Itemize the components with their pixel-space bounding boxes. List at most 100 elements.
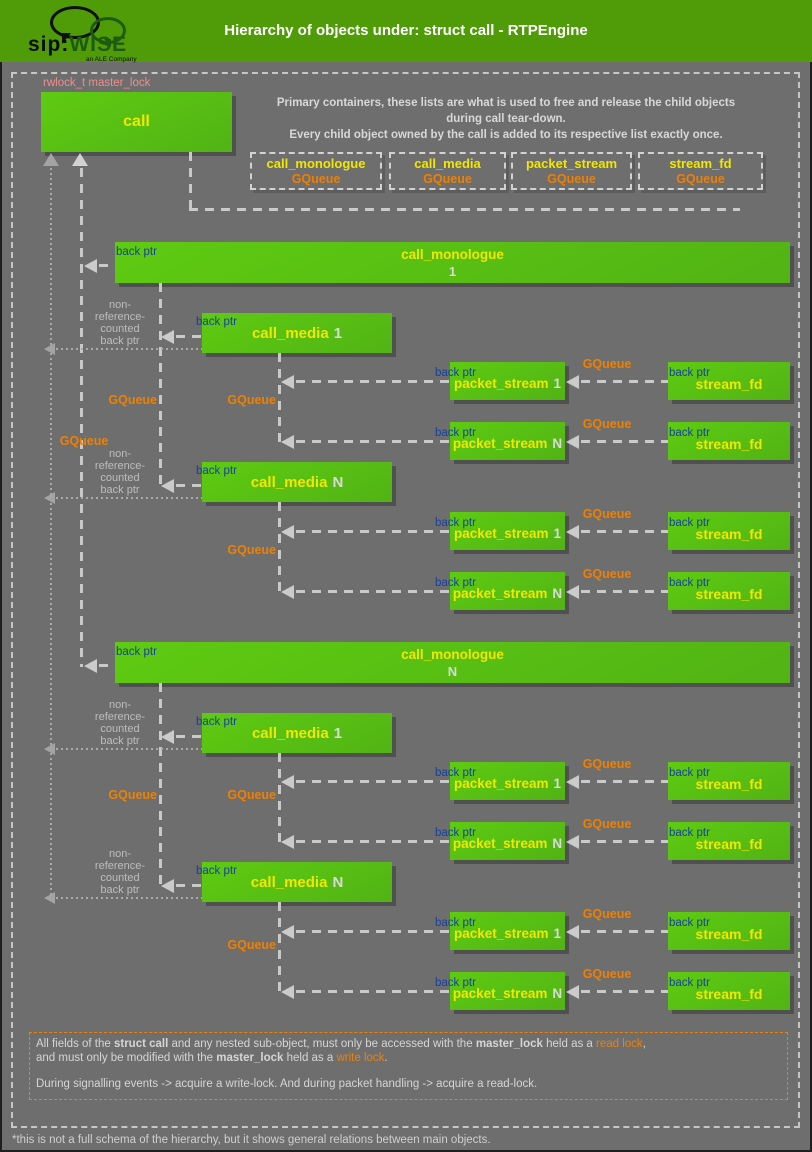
back-ptr-label: back ptr [435, 367, 476, 379]
intro-line-1: Primary containers, these lists are what… [276, 97, 736, 109]
call-monologue-1-box: call_monologue 1 [115, 242, 790, 283]
stream-fd-box: stream_fd [668, 762, 790, 800]
back-ptr-arrowhead [161, 730, 174, 744]
gqueue-label: GQueue [582, 357, 632, 371]
packet-stream-index: N [552, 435, 563, 451]
packet-stream-box: packet_stream 1 [450, 912, 565, 950]
back-ptr-arrow-line [99, 264, 115, 267]
gqueue-arrowhead [281, 985, 294, 999]
queue-box-name: call_monologue [266, 155, 366, 171]
packet-stream-name: packet_stream [453, 925, 549, 941]
queue-box-stream-fd: stream_fd GQueue [638, 152, 763, 190]
packet-stream-box: packet_stream 1 [450, 362, 565, 400]
back-ptr-arrow-line [99, 664, 115, 667]
queue-box-call-monologue: call_monologue GQueue [250, 152, 382, 190]
nr-line: back ptr [100, 735, 140, 747]
non-ref-counted-label: non-reference-counted back ptr [84, 448, 156, 496]
nr-line: non- [108, 848, 132, 860]
back-ptr-label: back ptr [669, 427, 710, 439]
packet-stream-box: packet_stream N [450, 972, 565, 1010]
back-ptr-label: back ptr [196, 316, 237, 328]
logo-text: sip:WISE [28, 33, 127, 57]
logo-wise: WISE [69, 33, 128, 56]
back-ptr-label: back ptr [669, 917, 710, 929]
nr-line: counted [100, 723, 140, 735]
nonref-backptr-line [51, 348, 202, 350]
back-ptr-label: back ptr [435, 767, 476, 779]
back-ptr-label: back ptr [196, 465, 237, 477]
speech-bubble-tail-icon [104, 39, 111, 47]
nonref-backptr-line [51, 897, 202, 899]
monologue-backptr-trunk-line [80, 168, 83, 667]
call-box-label: call [123, 113, 150, 130]
back-ptr-label: back ptr [435, 977, 476, 989]
nonref-backptr-line [51, 748, 202, 750]
nonref-backptr-line [51, 497, 202, 499]
rwlock-master-lock-label: rwlock_t master_lock [43, 77, 151, 89]
logo-sip: sip: [28, 33, 70, 56]
media-gqueue-line [159, 283, 162, 486]
call-monologue-n-box: call_monologue N [115, 642, 790, 683]
gqueue-arrowhead [281, 775, 294, 789]
back-ptr-label: back ptr [435, 517, 476, 529]
packet-stream-index: 1 [553, 925, 562, 941]
lock-note-text: held as a [542, 1038, 597, 1050]
queue-box-type: GQueue [676, 171, 725, 186]
packet-stream-name: packet_stream [452, 435, 548, 451]
back-ptr-arrowhead [84, 259, 97, 273]
monologue-index: 1 [448, 263, 457, 279]
packet-stream-name: packet_stream [452, 985, 548, 1001]
lock-note-text: All fields of the [36, 1038, 114, 1050]
lock-note-line-2: and must only be modified with the maste… [36, 1052, 781, 1066]
stream-gqueue-line [278, 502, 281, 594]
page-title: Hierarchy of objects under: struct call … [224, 22, 588, 39]
nonref-arrowhead [44, 743, 55, 755]
gqueue-label: GQueue [59, 434, 109, 448]
monologue-name: call_monologue [401, 246, 504, 262]
packet-stream-index: N [552, 985, 563, 1001]
back-ptr-arrowhead [161, 330, 174, 344]
fd-backptr-line [581, 440, 668, 443]
fd-backptr-line [581, 990, 668, 993]
media-index: N [332, 873, 344, 891]
media-index: 1 [333, 324, 343, 342]
call-media-box: call_media 1 [202, 713, 392, 753]
media-index: N [332, 473, 344, 491]
call-media-box: call_media 1 [202, 313, 392, 353]
lock-note-text: and must only be modified with the [36, 1051, 217, 1064]
gqueue-label: GQueue [582, 757, 632, 771]
fd-backptr-line [581, 380, 668, 383]
gqueue-arrow-line [296, 590, 450, 593]
nr-line: back ptr [100, 335, 140, 347]
stream-fd-box: stream_fd [668, 572, 790, 610]
packet-stream-box: packet_stream N [450, 422, 565, 460]
fd-backptr-arrowhead [566, 925, 579, 939]
header-bar: sip:WISE an ALE Company Hierarchy of obj… [0, 0, 812, 63]
packet-stream-index: N [552, 835, 563, 851]
queue-box-type: GQueue [547, 171, 596, 186]
packet-stream-name: packet_stream [452, 835, 548, 851]
back-ptr-label: back ptr [669, 827, 710, 839]
gqueue-label: GQueue [227, 393, 276, 407]
fd-backptr-line [581, 590, 668, 593]
back-ptr-label: back ptr [116, 646, 157, 658]
stream-fd-box: stream_fd [668, 822, 790, 860]
packet-stream-box: packet_stream 1 [450, 512, 565, 550]
nr-line: counted [100, 472, 140, 484]
speech-bubble-tail-icon [62, 33, 71, 44]
back-ptr-arrow-line [176, 335, 202, 338]
queue-box-name: call_media [414, 155, 481, 171]
logo-tagline: an ALE Company [86, 56, 137, 63]
stream-fd-name: stream_fd [695, 775, 763, 792]
stream-fd-box: stream_fd [668, 512, 790, 550]
gqueue-arrow-line [296, 840, 450, 843]
non-ref-counted-label: non-reference-counted back ptr [84, 699, 156, 747]
gqueue-label: GQueue [582, 417, 632, 431]
media-name: call_media [250, 473, 328, 491]
queue-box-packet-stream: packet_stream GQueue [511, 152, 632, 190]
nr-line: counted [100, 872, 140, 884]
stream-fd-name: stream_fd [695, 585, 763, 602]
struct-call-bold: struct call [113, 1038, 169, 1050]
packet-stream-index: 1 [553, 375, 562, 391]
